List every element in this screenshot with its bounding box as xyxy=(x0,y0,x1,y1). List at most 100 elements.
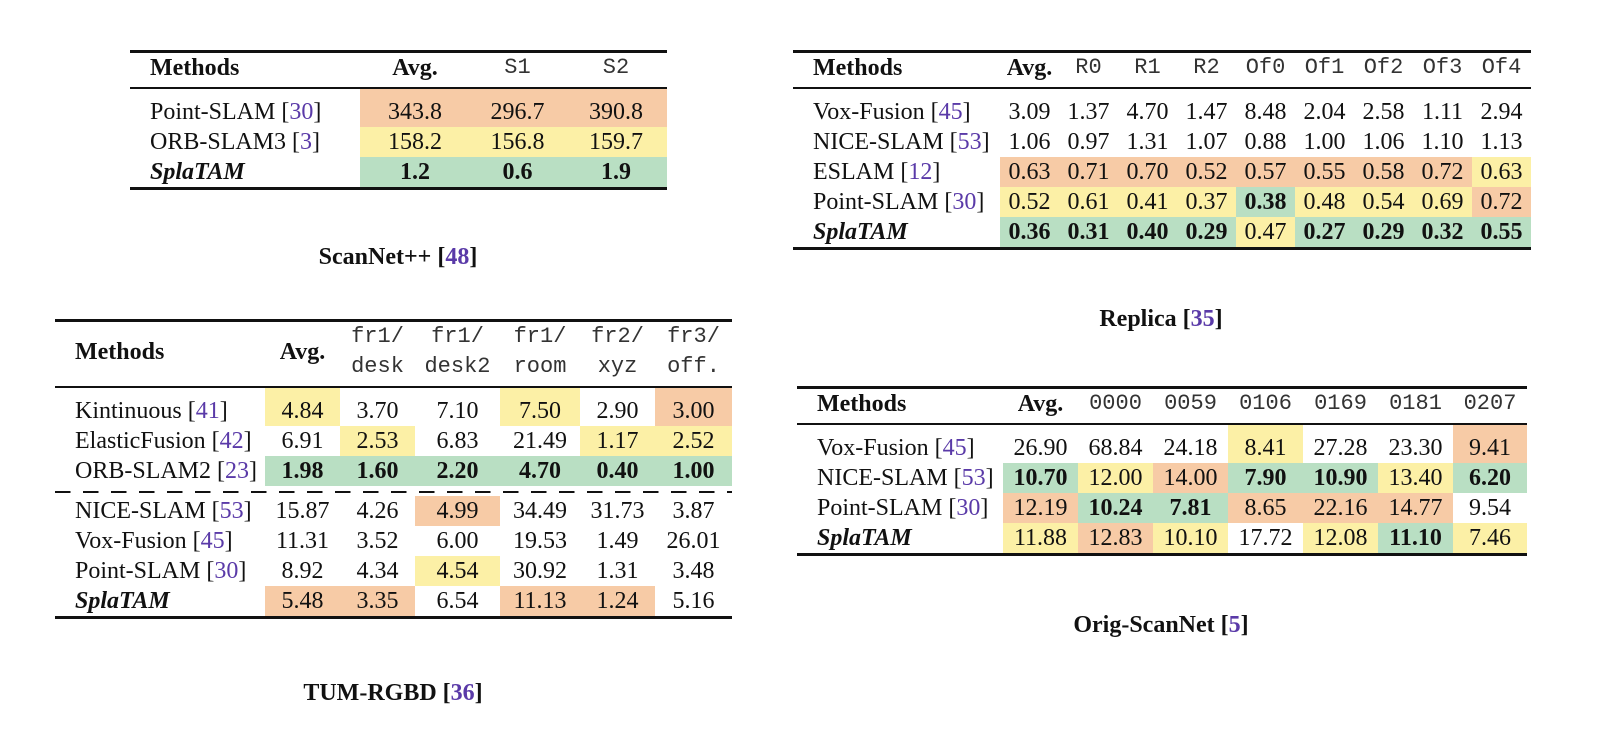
header-row: Methods Avg. R0 R1 R2 Of0 Of1 Of2 Of3 Of4 xyxy=(793,50,1531,89)
method-label: SplaTAM xyxy=(817,525,912,551)
value-cell: 8.48 xyxy=(1244,99,1287,125)
citation-link[interactable]: 12 xyxy=(908,159,933,185)
value-cell: 0.63 xyxy=(1000,157,1059,187)
method-name: ORB-SLAM2 [23] xyxy=(75,458,258,484)
value-cell: 0.69 xyxy=(1413,187,1472,217)
value-cell: 0.57 xyxy=(1236,157,1295,187)
method-label: SplaTAM xyxy=(150,159,245,185)
value-cell: 26.90 xyxy=(1013,435,1068,461)
value-cell: 0.36 xyxy=(1000,217,1059,250)
citation-link[interactable]: 42 xyxy=(219,428,244,454)
value-cell: 7.46 xyxy=(1453,523,1527,556)
header-line: fr1/ xyxy=(351,324,404,349)
value-cell: 1.00 xyxy=(1303,129,1346,155)
citation-link[interactable]: 30 xyxy=(214,558,239,584)
value-cell: 30.92 xyxy=(513,558,567,584)
value-cell: 1.49 xyxy=(596,528,639,554)
value-cell: 7.90 xyxy=(1228,463,1303,493)
caption-cite-link[interactable]: 35 xyxy=(1190,306,1215,332)
replica-table: Methods Avg. R0 R1 R2 Of0 Of1 Of2 Of3 Of4 Vox-Fusi… xyxy=(793,50,1531,250)
citation-link[interactable]: 45 xyxy=(200,528,225,554)
value-cell: 3.87 xyxy=(672,498,715,524)
column-header: fr1/desk xyxy=(340,319,415,388)
citation-link[interactable]: 41 xyxy=(195,398,220,424)
caption-text: TUM-RGBD xyxy=(303,680,437,706)
methods-header: Methods xyxy=(793,50,1000,89)
citation-link[interactable]: 30 xyxy=(956,495,981,521)
table-row: Point-SLAM [30] 8.92 4.34 4.54 30.92 1.31 3.48 xyxy=(55,556,732,586)
value-cell: 156.8 xyxy=(470,127,565,157)
caption-cite-link[interactable]: 36 xyxy=(450,680,475,706)
citation-link[interactable]: 23 xyxy=(225,458,250,484)
column-header: fr1/room xyxy=(500,319,580,388)
value-cell: 0.70 xyxy=(1118,157,1177,187)
value-cell: 0.31 xyxy=(1059,217,1118,250)
value-cell: 2.20 xyxy=(415,456,500,486)
table-row: Vox-Fusion [45] 26.90 68.84 24.18 8.41 27.28 2… xyxy=(797,424,1527,463)
method-label: Point-SLAM xyxy=(150,99,276,125)
orig-scannet-caption: Orig-ScanNet [5] xyxy=(1073,612,1249,638)
column-header: Avg. xyxy=(1000,50,1059,89)
method-label: ORB-SLAM3 xyxy=(150,129,287,155)
table-row: ORB-SLAM3 [3] 158.2 156.8 159.7 xyxy=(130,127,667,157)
value-cell: 11.10 xyxy=(1378,523,1453,556)
citation-link[interactable]: 3 xyxy=(300,129,313,155)
value-cell: 3.48 xyxy=(672,558,715,584)
citation-link[interactable]: 30 xyxy=(289,99,314,125)
citation-link[interactable]: 45 xyxy=(942,435,967,461)
column-header: fr2/xyz xyxy=(580,319,655,388)
value-cell: 0.41 xyxy=(1118,187,1177,217)
value-cell: 7.81 xyxy=(1153,493,1228,523)
value-cell: 1.06 xyxy=(1008,129,1051,155)
value-cell: 68.84 xyxy=(1088,435,1143,461)
table-row: ORB-SLAM2 [23] 1.98 1.60 2.20 4.70 0.40 1.00 xyxy=(55,456,732,486)
method-label: Vox-Fusion xyxy=(75,528,187,554)
method-name: SplaTAM xyxy=(55,586,265,619)
method-label: Point-SLAM xyxy=(817,495,943,521)
value-cell: 4.70 xyxy=(1126,99,1169,125)
value-cell: 11.31 xyxy=(275,528,330,554)
table-row: Point-SLAM [30] 0.52 0.61 0.41 0.37 0.38 0.48 0… xyxy=(793,187,1531,217)
citation-link[interactable]: 53 xyxy=(219,498,244,524)
citation-link[interactable]: 53 xyxy=(957,129,982,155)
value-cell: 1.11 xyxy=(1421,99,1464,125)
column-header: R0 xyxy=(1059,50,1118,89)
citation-link[interactable]: 30 xyxy=(952,189,977,215)
value-cell: 6.20 xyxy=(1453,463,1527,493)
column-header: Avg. xyxy=(265,319,340,388)
header-row: Methods Avg. 0000 0059 0106 0169 0181 0207 xyxy=(797,386,1527,425)
value-cell: 3.70 xyxy=(356,398,399,424)
value-cell: 4.54 xyxy=(415,556,500,586)
value-cell: 0.88 xyxy=(1244,129,1287,155)
value-cell: 2.04 xyxy=(1303,99,1346,125)
header-row: Methods Avg. S1 S2 xyxy=(130,50,667,89)
caption-cite-link[interactable]: 48 xyxy=(445,244,470,270)
citation-link[interactable]: 45 xyxy=(938,99,963,125)
value-cell: 17.72 xyxy=(1228,523,1303,556)
method-label: NICE-SLAM xyxy=(813,129,944,155)
method-name: Vox-Fusion [45] xyxy=(817,435,975,461)
value-cell: 24.18 xyxy=(1163,435,1218,461)
header-line: fr1/ xyxy=(513,324,567,349)
column-header: S2 xyxy=(565,50,667,89)
value-cell: 1.31 xyxy=(1126,129,1169,155)
value-cell: 4.34 xyxy=(356,558,399,584)
value-cell: 1.60 xyxy=(340,456,415,486)
value-cell: 1.98 xyxy=(265,456,340,486)
citation-link[interactable]: 53 xyxy=(961,465,986,491)
caption-cite-link[interactable]: 5 xyxy=(1228,612,1241,638)
method-name: NICE-SLAM [53] xyxy=(75,498,252,524)
divider-line xyxy=(55,486,732,496)
method-name: Point-SLAM [30] xyxy=(150,99,322,125)
value-cell: 11.88 xyxy=(1003,523,1078,556)
value-cell: 0.55 xyxy=(1472,217,1531,250)
value-cell: 1.00 xyxy=(655,456,732,486)
method-label: SplaTAM xyxy=(813,219,908,245)
value-cell: 0.48 xyxy=(1295,187,1354,217)
method-name: SplaTAM xyxy=(793,217,1000,250)
value-cell: 4.26 xyxy=(356,498,399,524)
table-row: Point-SLAM [30] 12.19 10.24 7.81 8.65 22.16 14… xyxy=(797,493,1527,523)
value-cell: 3.00 xyxy=(655,387,732,426)
value-cell: 12.00 xyxy=(1078,463,1153,493)
method-name: SplaTAM xyxy=(797,523,1003,556)
